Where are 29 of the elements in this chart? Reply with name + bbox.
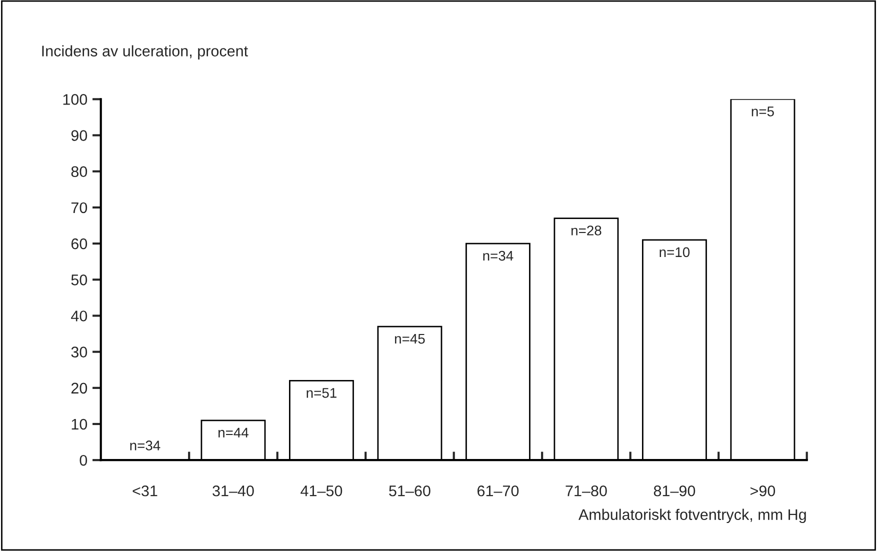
annotation: n=5 bbox=[752, 106, 774, 116]
annotation: n=34 bbox=[130, 440, 160, 450]
y-tick-label: 70 bbox=[71, 202, 88, 214]
annotation: n=10 bbox=[660, 247, 690, 258]
annotation: n=45 bbox=[395, 334, 425, 344]
y-tick-label: 90 bbox=[71, 130, 88, 141]
y-tick-label: 100 bbox=[63, 94, 88, 105]
annotation: n=44 bbox=[218, 428, 248, 438]
y-tick-label: 60 bbox=[71, 238, 88, 250]
annotation: n=28 bbox=[572, 226, 602, 236]
x-tick-label: >90 bbox=[750, 485, 776, 496]
y-tick-label: 50 bbox=[71, 274, 88, 286]
x-tick-label: 61–70 bbox=[478, 485, 519, 496]
annotation: n=34 bbox=[483, 250, 514, 261]
x-tick-label: <31 bbox=[132, 485, 158, 496]
x-axis-title: Ambulatoriskt fotventryck, mm Hg bbox=[578, 508, 806, 524]
annotation: n=51 bbox=[306, 388, 336, 398]
y-axis-title: Incidens av ulceration, procent bbox=[42, 45, 248, 60]
y-tick-label: 30 bbox=[71, 346, 88, 358]
y-tick-label: 80 bbox=[71, 166, 88, 178]
y-tick-label: 10 bbox=[72, 418, 88, 430]
x-tick-label: 41–50 bbox=[300, 485, 342, 496]
x-tick-label: 71–80 bbox=[566, 485, 607, 496]
x-tick-label: 51–60 bbox=[389, 485, 430, 496]
y-tick-label: 40 bbox=[71, 310, 88, 322]
y-tick-label: 20 bbox=[71, 382, 88, 394]
x-tick-label: 81–90 bbox=[654, 485, 696, 496]
x-tick-label: 31–40 bbox=[212, 485, 254, 496]
y-tick-label: 0 bbox=[80, 454, 88, 466]
